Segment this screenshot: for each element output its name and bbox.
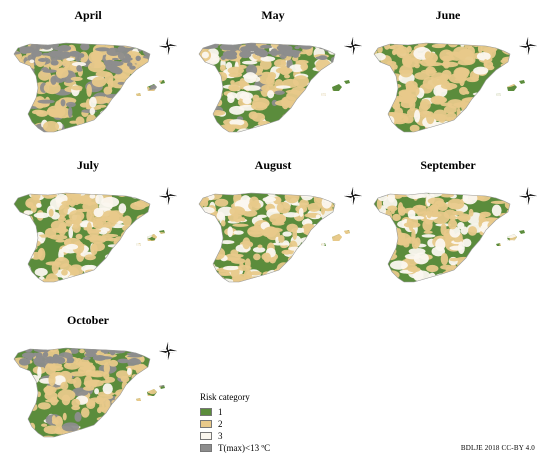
panel-title: October: [67, 313, 109, 327]
panel-title: April: [74, 8, 102, 22]
panel-title: September: [420, 158, 476, 172]
map-panel-july: July: [8, 158, 184, 298]
legend-swatch: [200, 408, 212, 416]
legend-swatch: [200, 420, 212, 428]
legend-item-1: 1: [200, 406, 270, 418]
coastline: [373, 192, 511, 283]
map-panel-may: May: [193, 8, 369, 148]
compass-rose-icon: [159, 37, 177, 55]
coastline: [198, 192, 336, 283]
risk-raster: [14, 348, 165, 437]
legend-swatch: [200, 444, 212, 452]
spain-risk-map: [13, 187, 177, 283]
map-credit: BDLJE 2018 CC-BY 4.0: [460, 444, 535, 452]
map-panel-september: September: [368, 158, 544, 298]
map-panel-april: April: [8, 8, 184, 148]
map-panel-october: October: [8, 313, 184, 453]
panel-title: June: [435, 8, 461, 22]
panel-title: July: [76, 158, 99, 172]
coastline: [13, 192, 151, 283]
compass-rose-icon: [159, 342, 177, 360]
compass-rose-icon: [519, 187, 537, 205]
spain-risk-map: [13, 342, 177, 438]
panel-title: May: [261, 8, 285, 22]
risk-raster: [374, 43, 525, 132]
legend-label: T(max)<13 ºC: [218, 442, 271, 453]
legend-label: 3: [218, 430, 223, 441]
risk-raster: [14, 43, 165, 132]
legend-label: 1: [218, 406, 223, 417]
coastline: [13, 42, 151, 133]
spain-risk-map: [373, 37, 537, 133]
spain-risk-map: [198, 37, 362, 133]
risk-raster: [374, 193, 525, 282]
map-panel-june: June: [368, 8, 544, 148]
legend-item-3: 3: [200, 430, 270, 442]
legend-label: 2: [218, 418, 223, 429]
panel-title: August: [254, 158, 292, 172]
legend: Risk category 1 2 3 T(max)<13 ºC: [200, 392, 270, 454]
compass-rose-icon: [344, 37, 362, 55]
legend-item-4: T(max)<13 ºC: [200, 442, 270, 454]
legend-item-2: 2: [200, 418, 270, 430]
risk-raster: [14, 193, 165, 282]
compass-rose-icon: [344, 187, 362, 205]
legend-swatch: [200, 432, 212, 440]
spain-risk-map: [13, 37, 177, 133]
spain-risk-map: [373, 187, 537, 283]
map-panel-august: August: [193, 158, 369, 298]
coastline: [198, 42, 336, 133]
risk-raster: [199, 43, 350, 132]
coastline: [13, 347, 151, 438]
compass-rose-icon: [159, 187, 177, 205]
risk-raster: [199, 193, 350, 282]
compass-rose-icon: [519, 37, 537, 55]
spain-risk-map: [198, 187, 362, 283]
legend-title: Risk category: [200, 392, 250, 402]
coastline: [373, 42, 511, 133]
